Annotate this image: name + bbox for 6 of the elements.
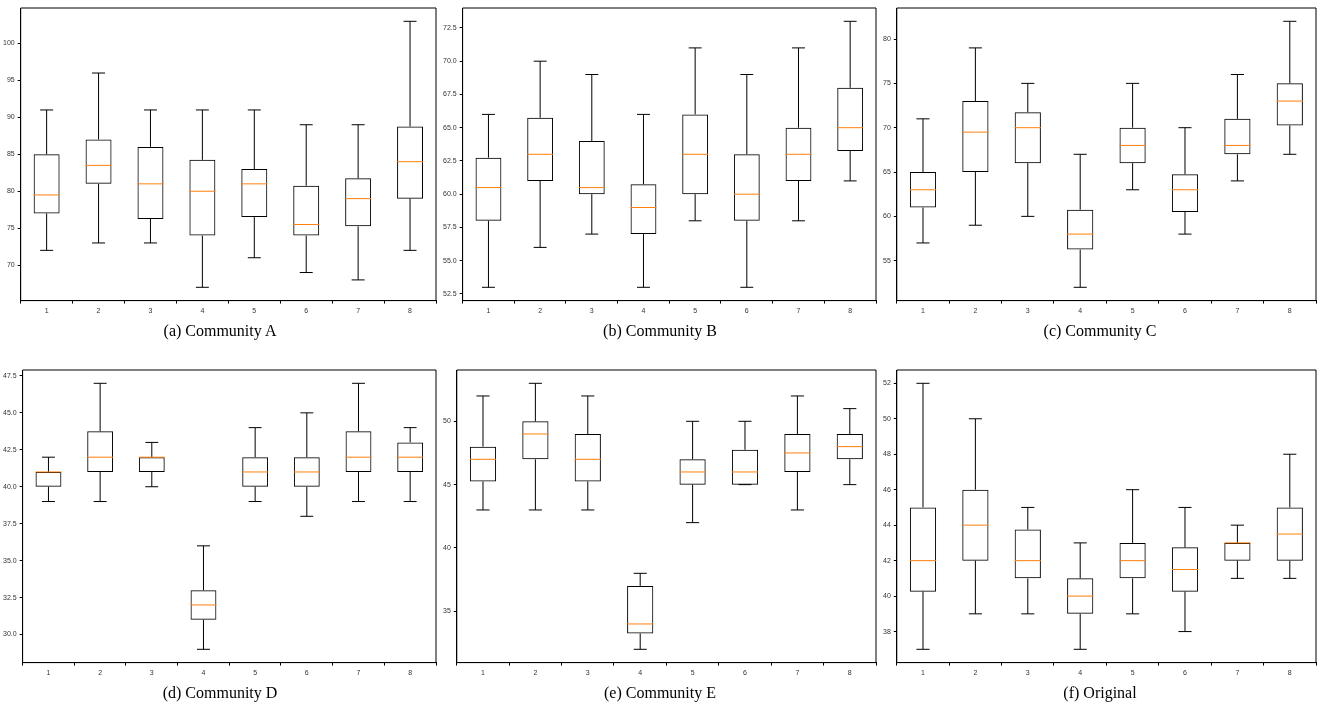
- text: (f) Original: [1062, 684, 1138, 702]
- text: (c) Community C: [1042, 322, 1158, 340]
- text: (d) Community D: [161, 684, 279, 702]
- text: (b) Community B: [602, 322, 718, 340]
- text: (e) Community E: [603, 684, 717, 702]
- text: (a) Community A: [162, 322, 278, 340]
